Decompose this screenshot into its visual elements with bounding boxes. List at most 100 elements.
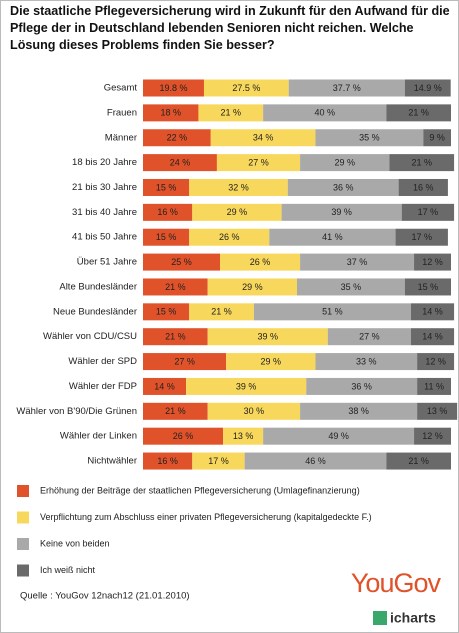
bar-segment: [404, 278, 451, 296]
category-label: Männer: [105, 132, 137, 143]
source: Quelle : YouGov 12nach12 (21.01.2010): [20, 591, 190, 602]
bar-segment: [389, 154, 455, 172]
bar-segment: [203, 79, 289, 97]
value-label: 14 %: [422, 307, 443, 317]
bar-segment: [223, 427, 264, 445]
value-label: 46 %: [305, 456, 326, 466]
category-label: 41 bis 50 Jahre: [72, 232, 137, 243]
logo-icon: [373, 611, 387, 625]
bar-segment: [300, 253, 415, 271]
bar-segment: [207, 328, 328, 346]
bar-segment: [263, 427, 415, 445]
bar-segment: [410, 303, 455, 321]
value-label: 26 %: [173, 431, 194, 441]
value-label: 39 %: [236, 381, 257, 391]
bar-segment: [198, 104, 264, 122]
value-label: 14 %: [422, 332, 443, 342]
bar-segment: [143, 203, 193, 221]
bar-segment: [287, 178, 399, 196]
category-label: Neue Bundesländer: [53, 306, 137, 317]
value-label: 16 %: [157, 456, 178, 466]
value-label: 14 %: [154, 381, 175, 391]
bar-segment: [401, 203, 455, 221]
bar-segment: [414, 427, 451, 445]
value-label: 21 %: [411, 157, 432, 167]
bar-segment: [186, 377, 307, 395]
bar-segment: [192, 452, 245, 470]
bar-segment: [404, 79, 451, 97]
bar-segment: [220, 253, 301, 271]
value-label: 35 %: [341, 282, 362, 292]
legend-label: Erhöhung der Beiträge der staatlichen Pf…: [40, 485, 360, 495]
value-label: 26 %: [219, 232, 240, 242]
value-label: 27.5 %: [232, 83, 260, 93]
bar-segment: [143, 129, 211, 147]
bar-segment: [143, 228, 190, 246]
bar-segment: [143, 427, 224, 445]
value-label: 25 %: [171, 257, 192, 267]
legend-label: Keine von beiden: [40, 538, 110, 548]
value-label: 34 %: [253, 133, 274, 143]
bar-segment: [216, 154, 301, 172]
category-label: Wähler der Linken: [60, 431, 137, 442]
value-label: 19.8 %: [159, 83, 187, 93]
bar-segment: [189, 303, 254, 321]
category-label: Über 51 Jahre: [77, 257, 137, 268]
bar-segment: [143, 402, 208, 420]
value-label: 27 %: [248, 157, 269, 167]
bar-segment: [288, 79, 405, 97]
bar-segment: [253, 303, 411, 321]
value-label: 37 %: [347, 257, 368, 267]
value-label: 24 %: [170, 157, 191, 167]
bar-segment: [143, 154, 217, 172]
value-label: 12 %: [425, 356, 446, 366]
value-label: 14.9 %: [414, 83, 442, 93]
value-label: 21 %: [165, 406, 186, 416]
value-label: 21 %: [221, 108, 242, 118]
value-label: 21 %: [211, 307, 232, 317]
value-label: 21 %: [408, 456, 429, 466]
bar-segment: [315, 353, 418, 371]
value-label: 33 %: [356, 356, 377, 366]
bar-segment: [192, 203, 282, 221]
value-label: 16 %: [413, 182, 434, 192]
value-label: 37.7 %: [333, 83, 361, 93]
bar-segment: [300, 154, 390, 172]
logo-icharts: icharts: [390, 610, 436, 626]
value-label: 41 %: [322, 232, 343, 242]
bar-segment: [417, 377, 451, 395]
value-label: 40 %: [314, 108, 335, 118]
value-label: 36 %: [351, 381, 372, 391]
value-label: 18 %: [160, 108, 181, 118]
legend-swatch: [17, 538, 29, 550]
category-label: Wähler von B'90/Die Grünen: [16, 406, 137, 417]
bar-segment: [386, 104, 451, 122]
category-label: Frauen: [107, 107, 137, 118]
bar-segment: [315, 129, 424, 147]
category-label: Alte Bundesländer: [59, 281, 137, 292]
value-label: 30 %: [244, 406, 265, 416]
bar-segment: [143, 377, 187, 395]
legend-swatch: [17, 485, 29, 497]
legend-swatch: [17, 564, 29, 577]
bar-segment: [143, 328, 208, 346]
category-label: Wähler von CDU/CSU: [43, 331, 137, 342]
value-label: 32 %: [228, 182, 249, 192]
bar-segment: [306, 377, 418, 395]
bar-segment: [226, 353, 316, 371]
bar-segment: [143, 178, 190, 196]
value-label: 15 %: [156, 182, 177, 192]
bar-segment: [207, 278, 297, 296]
bar-segment: [395, 228, 448, 246]
value-label: 29 %: [242, 282, 263, 292]
bar-segment: [189, 228, 270, 246]
bar-segment: [327, 328, 411, 346]
bar-segment: [143, 303, 190, 321]
category-label: Wähler der SPD: [68, 356, 137, 367]
bar-segment: [414, 253, 451, 271]
value-label: 27 %: [174, 356, 195, 366]
value-label: 29 %: [227, 207, 248, 217]
value-label: 16 %: [157, 207, 178, 217]
value-label: 17 %: [411, 232, 432, 242]
